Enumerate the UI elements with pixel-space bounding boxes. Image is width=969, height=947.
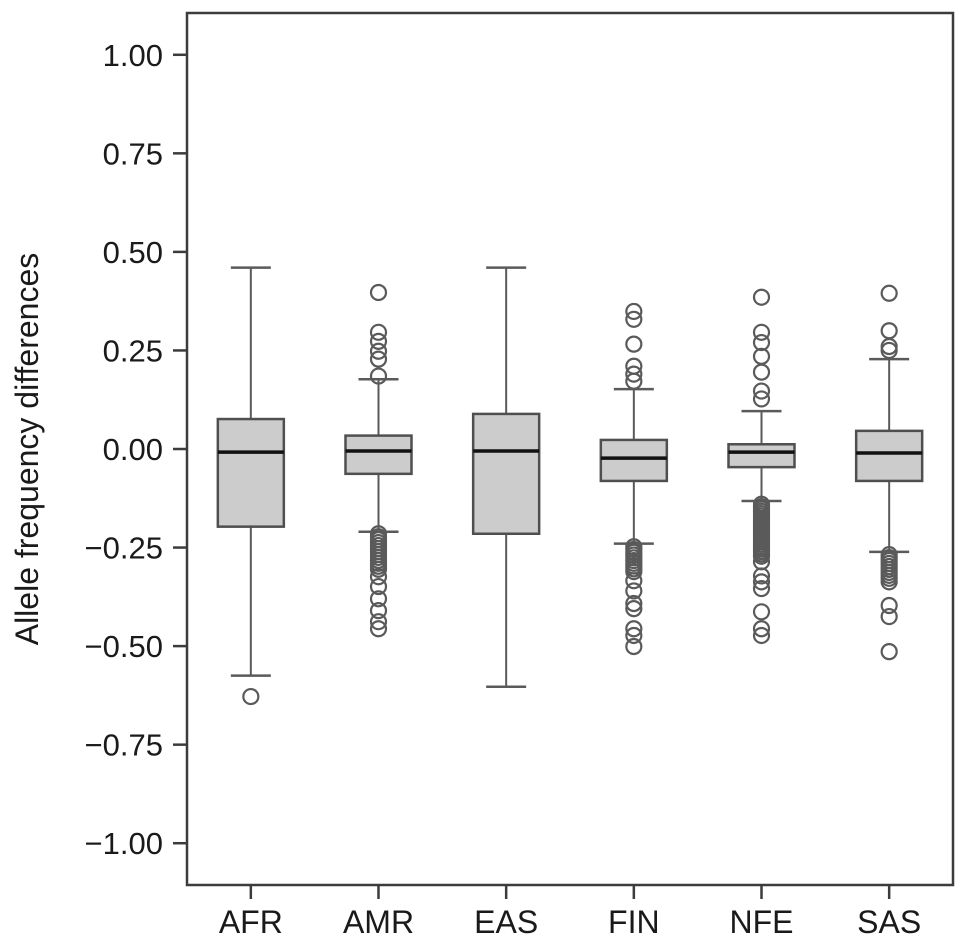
outlier-point-AMR xyxy=(369,560,388,578)
outlier-point-FIN xyxy=(625,582,643,600)
outlier-point-SAS xyxy=(880,596,898,615)
x-axis-category-label-AFR: AFR xyxy=(219,904,283,940)
outlier-point-NFE xyxy=(752,382,771,400)
x-axis-category-label-AMR: AMR xyxy=(343,904,414,940)
outlier-point-AMR xyxy=(369,342,388,360)
box-FIN xyxy=(599,438,669,483)
x-axis-category-label-NFE: NFE xyxy=(730,904,794,940)
outlier-point-AMR xyxy=(369,590,388,608)
outlier-point-AMR xyxy=(369,577,388,596)
outlier-point-NFE xyxy=(752,288,771,306)
y-axis-tick-label: 0.75 xyxy=(103,136,163,171)
outlier-point-NFE xyxy=(752,573,771,591)
outlier-point-NFE xyxy=(752,547,771,565)
outlier-point-AMR xyxy=(369,367,388,385)
outlier-point-FIN xyxy=(625,572,643,590)
outlier-point-NFE xyxy=(752,620,771,638)
outlier-point-NFE xyxy=(752,603,771,621)
outlier-point-FIN xyxy=(625,620,643,638)
outlier-point-SAS xyxy=(880,607,898,626)
y-axis-title: Allele frequency differences xyxy=(9,253,45,646)
plot-border xyxy=(185,11,955,887)
outlier-point-AMR xyxy=(369,602,388,620)
outlier-point-AMR xyxy=(369,568,388,586)
outlier-point-AMR xyxy=(369,283,388,302)
outlier-point-AMR xyxy=(369,613,388,631)
outlier-point-FIN xyxy=(625,365,643,383)
outlier-point-NFE xyxy=(752,579,771,598)
outlier-point-SAS xyxy=(880,284,898,302)
outlier-point-AMR xyxy=(369,332,388,350)
y-axis-tick-label: 0.00 xyxy=(103,432,163,467)
outlier-point-AMR xyxy=(369,350,388,368)
outlier-point-AFR xyxy=(242,687,260,706)
y-axis-tick-label: −0.50 xyxy=(85,629,163,664)
outlier-point-NFE xyxy=(752,323,771,341)
y-axis-tick-label: 0.25 xyxy=(103,333,163,368)
outlier-point-SAS xyxy=(880,573,898,591)
x-axis-category-label-EAS: EAS xyxy=(474,904,538,940)
outlier-point-NFE xyxy=(752,390,771,408)
box-SAS xyxy=(854,429,924,483)
outlier-point-AMR xyxy=(369,323,388,341)
outlier-point-SAS xyxy=(880,341,898,360)
outlier-point-FIN xyxy=(625,594,643,613)
outlier-point-FIN xyxy=(625,302,643,321)
y-axis-tick-label: −0.25 xyxy=(85,531,163,566)
outlier-point-SAS xyxy=(880,643,898,661)
outlier-point-FIN xyxy=(625,310,643,328)
x-axis-category-label-SAS: SAS xyxy=(857,904,921,940)
y-axis-tick-label: 0.50 xyxy=(103,235,163,270)
outlier-point-AMR xyxy=(369,620,388,638)
x-axis-category-label-FIN: FIN xyxy=(608,904,660,940)
outlier-point-FIN xyxy=(625,626,643,645)
box-EAS xyxy=(471,412,541,536)
outlier-point-NFE xyxy=(752,333,771,352)
outlier-point-FIN xyxy=(625,372,643,390)
y-axis-tick-label: −1.00 xyxy=(85,826,163,861)
box-AMR xyxy=(344,434,413,476)
box-AFR xyxy=(216,417,286,528)
outlier-point-NFE xyxy=(752,567,771,585)
outlier-point-FIN xyxy=(625,563,643,581)
outlier-point-NFE xyxy=(752,626,771,645)
box-NFE xyxy=(727,443,796,469)
outlier-point-FIN xyxy=(625,600,643,618)
y-axis-tick-label: 1.00 xyxy=(103,38,163,73)
outlier-point-FIN xyxy=(625,335,643,353)
outlier-point-NFE xyxy=(752,363,771,381)
outlier-point-FIN xyxy=(625,637,643,656)
y-axis-tick-label: −0.75 xyxy=(85,728,163,763)
